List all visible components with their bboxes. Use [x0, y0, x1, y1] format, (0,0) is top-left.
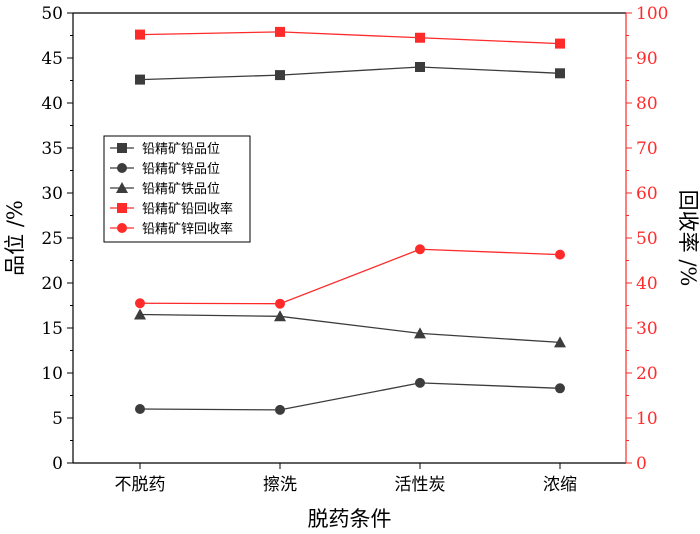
series-5 [135, 244, 565, 309]
legend-label: 铅精矿铅品位 [142, 142, 220, 157]
left-y-tick-label: 50 [41, 4, 63, 24]
right-y-tick-label: 50 [636, 229, 658, 249]
left-y-tick-label: 40 [41, 94, 63, 114]
left-y-axis-title: 品位 /% [3, 200, 27, 276]
series-2 [135, 377, 565, 415]
data-point [135, 29, 145, 40]
data-point [415, 377, 425, 388]
data-point [275, 404, 285, 415]
data-point [135, 74, 145, 85]
legend-label: 铅精矿铅回收率 [142, 201, 233, 217]
right-y-tick-label: 80 [636, 94, 658, 114]
data-point [275, 26, 285, 37]
data-point [555, 249, 565, 260]
series-line [139, 31, 561, 45]
left-y-tick-label: 0 [52, 454, 63, 474]
legend-label: 铅精矿铁品位 [142, 182, 220, 197]
data-point [135, 404, 145, 414]
right-y-tick-label: 40 [636, 274, 658, 294]
series-line [139, 248, 561, 305]
data-point [135, 298, 145, 309]
left-y-tick-label: 5 [52, 409, 63, 429]
left-y-tick-label: 25 [41, 229, 63, 249]
data-point [415, 32, 425, 43]
data-point [415, 244, 425, 255]
series-line [139, 313, 561, 344]
legend-marker [117, 223, 127, 233]
x-tick-label: 活性炭 [395, 475, 446, 495]
series-layer [134, 26, 566, 415]
data-point [414, 327, 426, 339]
legend-marker [117, 203, 127, 213]
x-tick-label: 浓缩 [543, 475, 577, 495]
data-point [275, 298, 285, 309]
right-y-tick-label: 60 [636, 184, 658, 204]
left-y-tick-label: 45 [41, 49, 63, 69]
right-y-tick-label: 70 [636, 139, 658, 159]
series-line [139, 382, 561, 411]
left-y-tick-label: 15 [41, 319, 63, 339]
right-y-tick-label: 10 [636, 409, 658, 429]
data-point [555, 38, 565, 49]
left-y-tick-label: 30 [41, 184, 63, 204]
right-y-tick-label: 100 [636, 4, 668, 24]
series-4 [135, 26, 565, 49]
series-1 [135, 62, 565, 85]
series-line [139, 66, 561, 81]
legend-item: 铅精矿锌品位 [110, 162, 220, 177]
legend-item: 铅精矿铅回收率 [110, 201, 233, 217]
data-point [415, 62, 425, 72]
left-y-tick-label: 20 [41, 274, 63, 294]
legend-marker [117, 163, 127, 173]
data-point [275, 70, 285, 81]
data-point [555, 383, 565, 394]
data-point [555, 68, 565, 79]
legend-item: 铅精矿铁品位 [110, 182, 220, 197]
legend-item: 铅精矿铅品位 [110, 142, 220, 157]
right-y-tick-label: 20 [636, 364, 658, 384]
right-y-tick-label: 30 [636, 319, 658, 339]
data-point [134, 308, 146, 320]
x-tick-label: 擦洗 [263, 475, 297, 495]
legend-label: 铅精矿锌回收率 [142, 221, 233, 237]
data-point [554, 336, 566, 348]
right-y-axis-title: 回收率 /% [676, 190, 700, 287]
x-axis-title: 脱药条件 [308, 507, 392, 531]
axes-layer: 0 5 10 15 20 25 30 35 40 45 50 0 10 20 30 40 50 60 70 80 90 1… [41, 4, 668, 495]
x-tick-label: 不脱药 [115, 475, 166, 495]
series-3 [134, 308, 566, 348]
legend-box [103, 135, 251, 243]
left-y-tick-label: 35 [41, 139, 63, 159]
right-y-tick-label: 0 [636, 454, 647, 474]
left-y-tick-label: 10 [41, 364, 63, 384]
data-point [274, 310, 286, 322]
legend-item: 铅精矿锌回收率 [110, 221, 233, 237]
legend-marker [117, 143, 127, 153]
right-y-tick-label: 90 [636, 49, 658, 69]
legend-marker [116, 182, 128, 193]
legend-label: 铅精矿锌品位 [142, 162, 220, 177]
